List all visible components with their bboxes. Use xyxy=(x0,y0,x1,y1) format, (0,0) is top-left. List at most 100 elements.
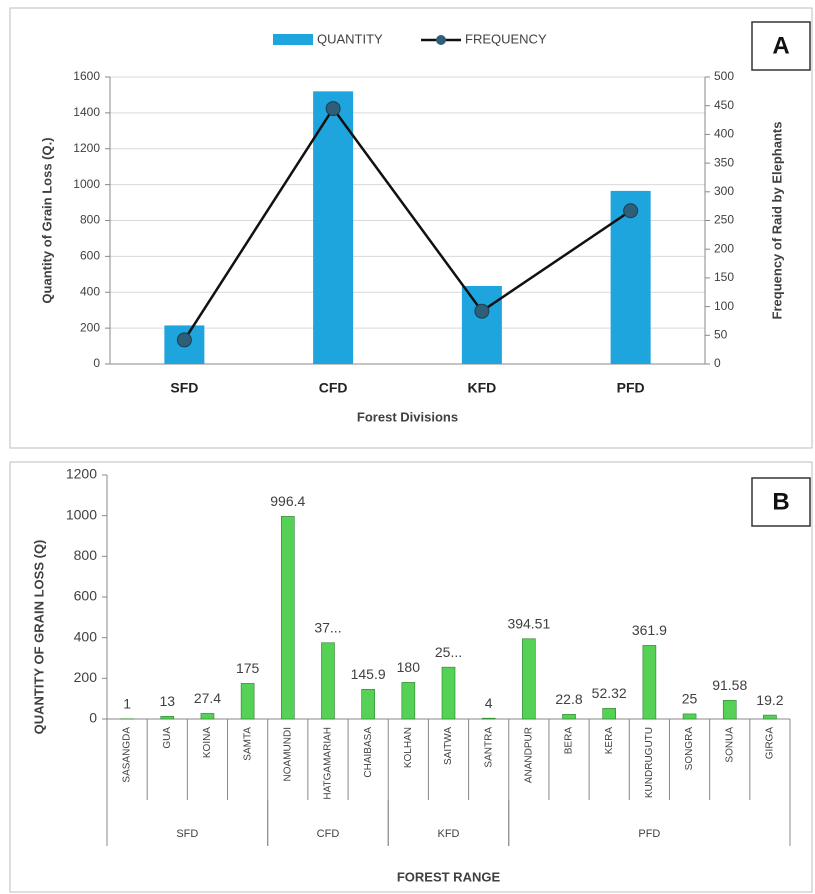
x-tick-label: NOAMUNDI xyxy=(282,727,293,781)
panel-b-label-box xyxy=(751,477,811,527)
bar xyxy=(200,713,215,720)
marker xyxy=(176,332,192,348)
value-label: 175 xyxy=(236,660,260,676)
value-label: 91.58 xyxy=(712,677,747,693)
y-tick-label: 0 xyxy=(93,356,100,370)
group-label: KFD xyxy=(438,828,460,840)
bar xyxy=(160,716,175,720)
bar xyxy=(562,714,576,720)
y-tick-label: 200 xyxy=(74,669,98,685)
x-tick-label: GUA xyxy=(162,727,173,749)
bar xyxy=(481,717,496,720)
x-tick-label: ANANDPUR xyxy=(523,727,534,783)
value-label: 27.4 xyxy=(194,690,221,706)
y2-tick-label: 200 xyxy=(714,241,734,255)
panel-b-frame xyxy=(9,461,813,893)
x-tick-label: KERA xyxy=(604,727,615,755)
x-tick-label: KOLHAN xyxy=(403,727,414,768)
value-label: 19.2 xyxy=(756,692,783,708)
y2-tick-label: 100 xyxy=(714,299,734,313)
group-label: CFD xyxy=(317,828,340,840)
panel-a-label-box xyxy=(751,21,811,71)
bar xyxy=(240,683,255,720)
bar xyxy=(313,91,354,364)
value-label: 52.32 xyxy=(592,685,627,701)
bar xyxy=(321,642,335,720)
value-label: 145.9 xyxy=(351,666,386,682)
x-tick-label: SAITWA xyxy=(443,727,454,765)
y-tick-label: 600 xyxy=(80,249,100,263)
y-tick-label: 1200 xyxy=(66,466,97,482)
bar xyxy=(763,714,777,720)
y-tick-label: 600 xyxy=(74,588,98,604)
value-label: 37... xyxy=(314,619,341,635)
bar xyxy=(461,285,502,364)
line xyxy=(183,106,632,341)
value-label: 22.8 xyxy=(555,691,582,707)
value-label: 180 xyxy=(397,659,421,675)
x-tick-label: CHAIBASA xyxy=(363,727,374,778)
y-tick-label: 0 xyxy=(89,710,97,726)
y-tick-label: 1000 xyxy=(73,177,100,191)
y-tick-label: 800 xyxy=(74,547,98,563)
panel-label: A xyxy=(772,32,789,59)
y-axis-title: QUANTITY OF GRAIN LOSS (Q) xyxy=(31,540,46,735)
value-label: 361.9 xyxy=(632,622,667,638)
y2-tick-label: 300 xyxy=(714,184,734,198)
bar xyxy=(401,682,416,720)
y-tick-label: 400 xyxy=(74,628,98,644)
y2-tick-label: 450 xyxy=(714,98,734,112)
bar xyxy=(522,638,536,720)
x-axis-title: FOREST RANGE xyxy=(397,869,501,884)
y-axis-title: Quantity of Grain Loss (Q.) xyxy=(39,137,54,303)
x-tick-label: KUNDRUGUTU xyxy=(644,727,655,798)
x-tick-label: GIRGA xyxy=(765,727,776,760)
bar xyxy=(361,689,375,720)
value-label: 13 xyxy=(159,693,175,709)
bar xyxy=(280,516,295,720)
x-tick-label: SANTRA xyxy=(483,727,494,768)
marker xyxy=(623,203,639,219)
value-label: 394.51 xyxy=(507,615,550,631)
y2-tick-label: 150 xyxy=(714,270,734,284)
x-axis-title: Forest Divisions xyxy=(357,409,458,424)
y2-axis-title: Frequency of Raid by Elephants xyxy=(769,122,784,320)
x-tick-label: HATGAMARIAH xyxy=(323,727,334,800)
y2-tick-label: 400 xyxy=(714,127,734,141)
x-tick-label: SFD xyxy=(170,380,198,396)
group-label: PFD xyxy=(638,828,660,840)
panel-label: B xyxy=(772,488,789,515)
value-label: 996.4 xyxy=(270,493,305,509)
y2-tick-label: 500 xyxy=(714,69,734,83)
x-tick-label: SASANGDA xyxy=(122,727,133,783)
legend-label: FREQUENCY xyxy=(465,31,547,46)
value-label: 25... xyxy=(435,644,462,660)
x-tick-label: SAMTA xyxy=(242,727,253,761)
x-tick-label: PFD xyxy=(617,380,645,396)
bar xyxy=(722,700,737,720)
y-tick-label: 800 xyxy=(80,213,100,227)
bar xyxy=(441,666,456,720)
y-tick-label: 1200 xyxy=(73,141,100,155)
value-label: 4 xyxy=(485,695,493,711)
value-label: 1 xyxy=(123,695,131,711)
y-tick-label: 400 xyxy=(80,284,100,298)
value-label: 25 xyxy=(682,691,698,707)
x-tick-label: BERA xyxy=(564,727,575,755)
bar xyxy=(642,645,657,720)
x-tick-label: CFD xyxy=(319,380,348,396)
y2-tick-label: 350 xyxy=(714,155,734,169)
x-tick-label: SONUA xyxy=(724,727,735,763)
x-tick-label: KOINA xyxy=(202,727,213,758)
y-tick-label: 200 xyxy=(80,320,100,334)
y-tick-label: 1000 xyxy=(66,506,97,522)
marker xyxy=(325,101,341,117)
group-label: SFD xyxy=(176,828,198,840)
x-tick-label: KFD xyxy=(467,380,496,396)
x-tick-label: SONGRA xyxy=(684,727,695,771)
marker xyxy=(474,303,490,319)
legend-swatch xyxy=(436,35,446,45)
legend-label: QUANTITY xyxy=(317,31,383,46)
y2-tick-label: 0 xyxy=(714,356,721,370)
